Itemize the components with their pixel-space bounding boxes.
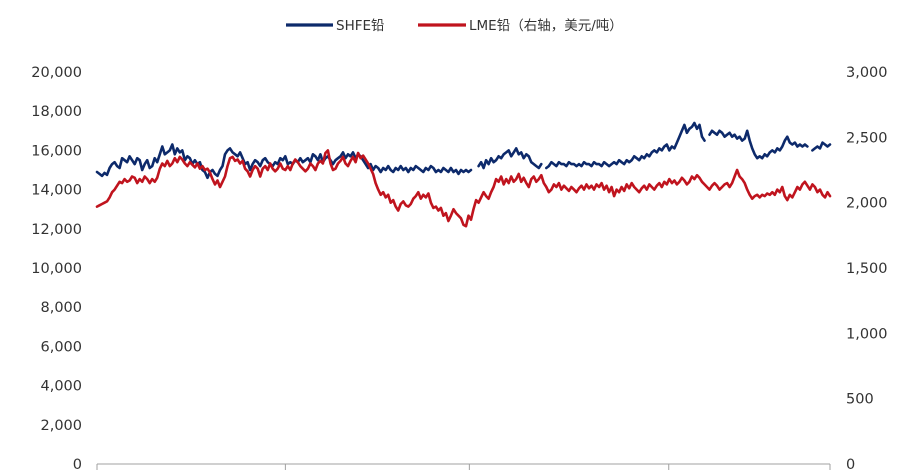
y-left-tick-label: 4,000 — [40, 379, 82, 395]
series-line-shfe — [95, 121, 832, 180]
y-right-tick-label: 500 — [846, 392, 874, 408]
y-axis-left: 0 2,000 4,000 6,000 8,000 10,000 12,000 14,000 1… — [31, 65, 82, 473]
y-left-tick-label: 12,000 — [31, 222, 82, 238]
y-left-tick-label: 18,000 — [31, 104, 82, 120]
legend-label-shfe: SHFE铅 — [336, 18, 385, 34]
y-left-tick-label: 20,000 — [31, 65, 82, 81]
legend-label-lme: LME铅（右轴，美元/吨） — [469, 18, 623, 34]
y-left-tick-label: 10,000 — [31, 261, 82, 277]
y-right-tick-label: 2,000 — [846, 196, 888, 212]
y-right-tick-label: 1,000 — [846, 326, 888, 342]
y-left-tick-label: 16,000 — [31, 143, 82, 159]
y-right-tick-label: 3,000 — [846, 65, 888, 81]
y-left-tick-label: 2,000 — [40, 418, 82, 434]
y-axis-right: 0 500 1,000 1,500 2,000 2,500 3,000 — [846, 65, 888, 473]
y-left-tick-label: 6,000 — [40, 339, 82, 355]
series-lines — [95, 121, 832, 228]
legend: SHFE铅 LME铅（右轴，美元/吨） — [286, 18, 623, 34]
y-right-tick-label: 2,500 — [846, 130, 888, 146]
y-right-tick-label: 0 — [846, 457, 855, 473]
x-axis — [96, 463, 831, 470]
y-right-tick-label: 1,500 — [846, 261, 888, 277]
y-left-tick-label: 8,000 — [40, 300, 82, 316]
series-line-lme — [95, 149, 832, 228]
y-left-tick-label: 14,000 — [31, 183, 82, 199]
y-left-tick-label: 0 — [73, 457, 82, 473]
